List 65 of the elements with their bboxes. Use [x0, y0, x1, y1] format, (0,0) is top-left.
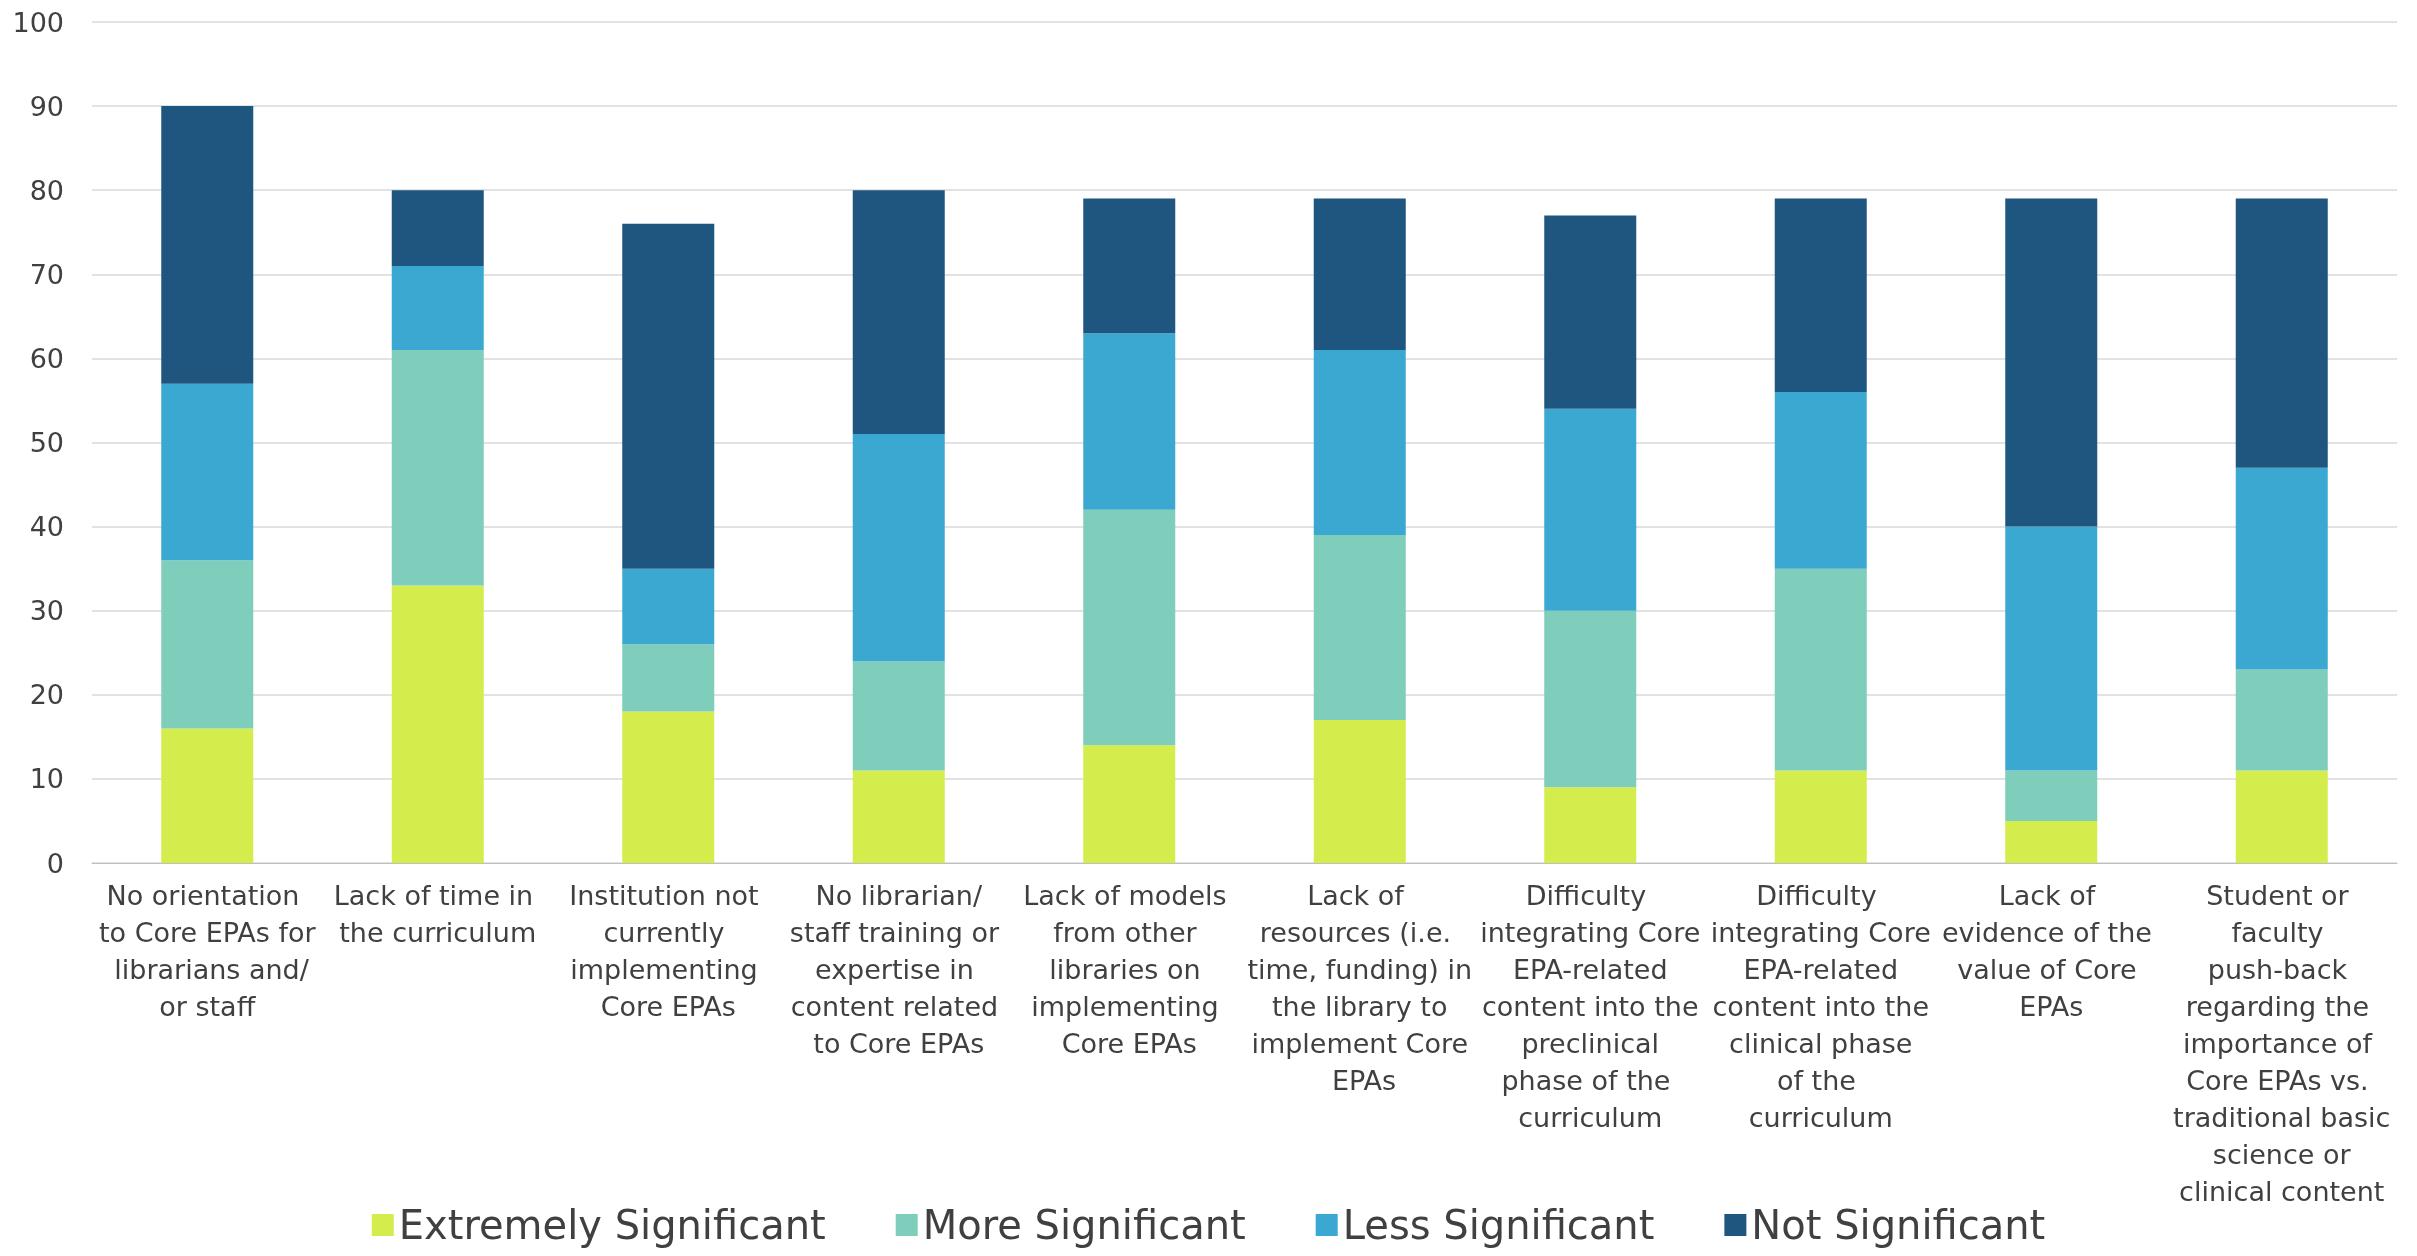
bar [1313, 535, 1406, 721]
bar [1083, 745, 1176, 863]
bar [161, 560, 254, 729]
bar [622, 711, 715, 863]
bar [2005, 198, 2098, 527]
y-tick-label: 20 [29, 679, 64, 711]
bar [1313, 720, 1406, 863]
bar [622, 568, 715, 645]
bar [391, 265, 484, 350]
y-tick-label: 30 [29, 595, 64, 627]
x-tick-label: Lack of evidence of the value of Core EPAs [1942, 880, 2161, 1022]
y-tick-label: 10 [29, 763, 64, 795]
bar [852, 661, 945, 771]
bar [391, 190, 484, 266]
y-tick-label: 100 [12, 6, 64, 38]
y-tick-label: 0 [46, 847, 64, 879]
legend-label: Extremely Significant [398, 1202, 826, 1248]
bar [1544, 787, 1637, 863]
x-tick-label: Lack of time in the curriculum [333, 880, 542, 948]
bar [622, 223, 715, 569]
bar [1544, 215, 1637, 409]
bar [622, 644, 715, 712]
bar [1774, 198, 1867, 393]
y-tick-label: 70 [29, 258, 64, 290]
bar [1313, 198, 1406, 350]
bar [1774, 392, 1867, 569]
legend-label: Not Significant [1751, 1202, 2046, 1248]
bar [1083, 333, 1176, 510]
bar [2235, 467, 2328, 670]
bar [2005, 820, 2098, 863]
bar [1544, 408, 1637, 611]
bar [1083, 509, 1176, 746]
bar [161, 383, 254, 561]
bar [161, 106, 254, 384]
bar [2005, 526, 2098, 771]
bar [391, 585, 484, 863]
x-tick-label: Difficulty integrating Core EPA-related content into the preclinical phase of the curriculum [1480, 880, 1701, 1133]
x-tick-label: Difficulty integrating Core EPA-related content into the clinical phase of the curriculum [1710, 880, 1931, 1133]
y-tick-label: 50 [29, 427, 64, 458]
bar [391, 349, 484, 586]
category-label: Student or faculty push-back regarding the importance of Core EPAs vs. traditional basic science or clinical content [2173, 880, 2391, 1207]
bar [1313, 349, 1406, 536]
bar [1774, 770, 1867, 863]
bar [852, 434, 945, 662]
bar [2005, 770, 2098, 821]
bar [2235, 669, 2328, 771]
x-tick-label: Lack of models from other libraries on implementing Core EPAs [1023, 880, 1236, 1059]
bar [2235, 770, 2328, 863]
bar [1083, 198, 1176, 334]
legend-label: Less Significant [1342, 1202, 1655, 1248]
x-tick-label: Institution not currently implementing Core EPAs [569, 880, 768, 1022]
y-tick-label: 60 [29, 342, 64, 374]
bar [1774, 568, 1867, 771]
y-tick-label: 90 [29, 90, 64, 122]
bar [161, 728, 254, 863]
bar [852, 190, 945, 435]
bar [2235, 198, 2328, 468]
y-tick-label: 40 [29, 511, 64, 543]
x-tick-label: Lack of resources (i.e. time, funding) in the library to implement Core EPAs [1247, 880, 1473, 1096]
bar [1544, 610, 1637, 788]
y-tick-label: 80 [29, 174, 64, 206]
x-tick-label: No librarian/staff training or expertise in content related to Core EPAs [789, 880, 1008, 1059]
bar [852, 770, 945, 863]
legend-label: More Significant [922, 1202, 1246, 1248]
x-tick-label: No orientation to Core EPAs for librarians and/or staff [98, 880, 317, 1022]
